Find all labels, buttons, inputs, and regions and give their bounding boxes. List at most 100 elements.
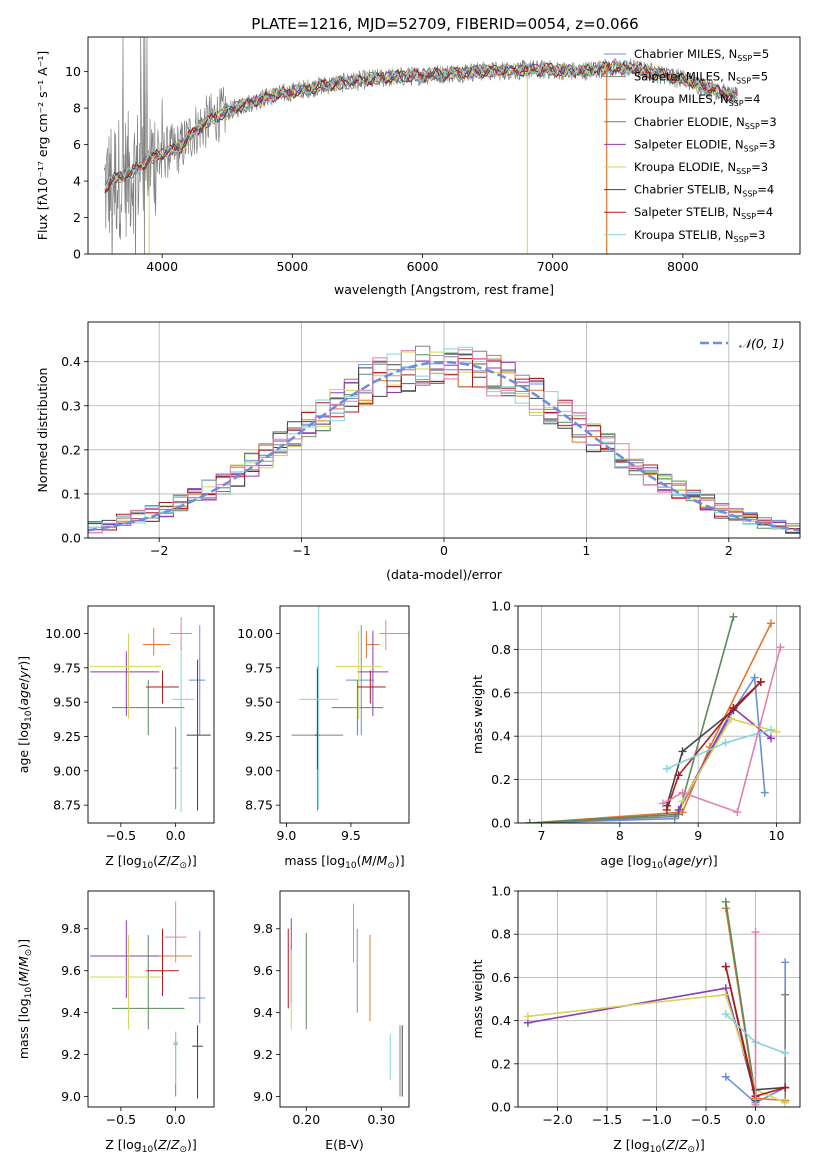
weight-marker bbox=[721, 990, 730, 999]
age-vs-metallicity-panel: −0.5 0.0 8.75 9.00 9.25 9.50 9.75 10.00 Z [log10… bbox=[16, 605, 215, 871]
model-fit-line bbox=[104, 61, 738, 190]
mass-vs-ebv-panel: 0.20 0.30 9.0 9.2 9.4 9.6 9.8 E(B-V) bbox=[253, 890, 410, 1152]
y-tick-label: 0.8 bbox=[491, 642, 511, 657]
x-tick-label: −2 bbox=[150, 543, 168, 558]
weight-marker bbox=[729, 703, 738, 712]
x-tick-label: 9.5 bbox=[341, 828, 361, 843]
y-tick-label: 0.6 bbox=[491, 970, 511, 985]
errorbar-point bbox=[192, 1025, 204, 1099]
y-tick-label: 0.0 bbox=[61, 531, 81, 546]
x-tick-label: −1.5 bbox=[592, 1112, 622, 1127]
weight-marker bbox=[756, 677, 765, 686]
x-tick-label: −0.5 bbox=[106, 1112, 136, 1127]
x-axis-label: wavelength [Angstrom, rest frame] bbox=[334, 282, 554, 297]
errorbar-point bbox=[172, 644, 195, 813]
x-tick-label: 9.0 bbox=[277, 828, 297, 843]
x-tick-label: 0.20 bbox=[292, 1112, 320, 1127]
x-tick-label: −0.5 bbox=[691, 1112, 721, 1127]
plot-area bbox=[291, 606, 409, 811]
y-tick-label: 2 bbox=[73, 210, 81, 225]
model-fit-line bbox=[104, 60, 738, 190]
y-tick-label: 4 bbox=[73, 174, 81, 189]
errorbar-point bbox=[90, 935, 162, 1030]
y-tick-label: 9.75 bbox=[53, 660, 81, 675]
y-tick-label: 0.2 bbox=[491, 772, 511, 787]
y-tick-label: 9.50 bbox=[245, 695, 273, 710]
y-axis-label: mass weight bbox=[470, 959, 485, 1038]
y-tick-label: 0.4 bbox=[491, 729, 511, 744]
y-tick-label: 0.1 bbox=[61, 486, 81, 501]
errorbar-point bbox=[345, 625, 375, 736]
weight-marker bbox=[751, 1100, 760, 1107]
y-tick-label: 9.4 bbox=[61, 1005, 81, 1020]
normal-curve-line bbox=[88, 360, 800, 532]
legend-entry-label: Kroupa ELODIE, NSSP=3 bbox=[634, 160, 768, 176]
y-tick-label: 9.8 bbox=[253, 921, 273, 936]
weight-marker bbox=[781, 1049, 790, 1057]
weight-marker bbox=[776, 643, 785, 652]
y-axis-label: age [log10(age/yr)] bbox=[16, 656, 34, 773]
y-tick-label: 9.00 bbox=[245, 763, 273, 778]
errorbar-point bbox=[142, 627, 171, 656]
y-tick-label: 10.00 bbox=[45, 626, 81, 641]
x-axis-label: Z [log10(Z/Z⊙)] bbox=[613, 1137, 705, 1155]
y-axis-label: Normed distribution bbox=[35, 368, 50, 493]
plot-area bbox=[90, 901, 206, 1099]
weight-series-line bbox=[527, 993, 786, 1104]
axes-frame bbox=[87, 605, 215, 824]
x-tick-label: 8000 bbox=[667, 259, 699, 274]
weight-marker bbox=[767, 725, 776, 734]
x-tick-label: 1 bbox=[582, 543, 590, 558]
weight-marker bbox=[781, 958, 790, 967]
y-axis-label: mass weight bbox=[470, 675, 485, 754]
errorbar-point bbox=[379, 619, 409, 650]
y-tick-label: 0.3 bbox=[61, 398, 81, 413]
age-vs-mass-panel: 9.0 9.5 8.75 9.00 9.25 9.50 9.75 10.00 mass [log… bbox=[237, 605, 410, 871]
x-tick-label: 0.0 bbox=[166, 1112, 186, 1127]
errorbar-point bbox=[164, 901, 187, 963]
weight-marker bbox=[767, 619, 776, 628]
mass-vs-metallicity-panel: −0.5 0.0 9.0 9.2 9.4 9.6 9.8 Z [log10(Z/Z⊙)] mas… bbox=[16, 890, 215, 1155]
y-tick-label: 0.8 bbox=[491, 927, 511, 942]
y-tick-label: 9.2 bbox=[253, 1047, 273, 1062]
x-tick-label: 0.0 bbox=[746, 1112, 766, 1127]
y-tick-label: 0.2 bbox=[61, 442, 81, 457]
weight-series-line bbox=[529, 623, 772, 823]
legend-entry-label: Salpeter ELODIE, NSSP=3 bbox=[634, 137, 776, 153]
y-axis-label: Flux [fλ10⁻¹⁷ erg cm⁻² s⁻¹ A⁻¹] bbox=[35, 51, 50, 240]
plot-area bbox=[88, 345, 800, 534]
histogram-step-line bbox=[88, 349, 800, 534]
y-tick-label: 9.4 bbox=[253, 1005, 273, 1020]
weight-series-line bbox=[662, 646, 782, 814]
errorbar-point bbox=[170, 616, 193, 650]
y-tick-label: 9.8 bbox=[61, 921, 81, 936]
errorbar-point bbox=[173, 1031, 178, 1084]
errorbar-point bbox=[90, 651, 160, 716]
plot-area bbox=[90, 616, 211, 813]
y-tick-label: 1.0 bbox=[491, 599, 511, 614]
weight-marker bbox=[781, 1083, 790, 1092]
errorbar-point bbox=[112, 935, 185, 1030]
weight-marker bbox=[674, 771, 683, 780]
weight-marker bbox=[733, 808, 742, 817]
y-tick-label: 9.0 bbox=[253, 1089, 273, 1104]
x-tick-label: −2.0 bbox=[542, 1112, 572, 1127]
x-tick-label: −0.5 bbox=[106, 828, 136, 843]
weight-series-line bbox=[529, 681, 762, 823]
weight-marker bbox=[767, 734, 776, 743]
x-tick-label: 6000 bbox=[407, 259, 439, 274]
axes-frame bbox=[279, 890, 410, 1108]
weight-marker bbox=[781, 1098, 790, 1107]
errorbar-point bbox=[188, 930, 206, 1024]
errorbar-point bbox=[335, 630, 382, 719]
x-axis-label: mass [log10(M/M⊙)] bbox=[284, 853, 404, 871]
y-tick-label: 8.75 bbox=[53, 798, 81, 813]
legend-entry-label: Salpeter STELIB, NSSP=4 bbox=[634, 205, 773, 221]
weight-marker bbox=[662, 764, 671, 773]
y-tick-label: 1.0 bbox=[491, 884, 511, 899]
errorbar-point bbox=[112, 680, 185, 736]
y-tick-label: 9.6 bbox=[253, 963, 273, 978]
weight-series-line bbox=[666, 681, 762, 811]
y-tick-label: 0.6 bbox=[491, 685, 511, 700]
